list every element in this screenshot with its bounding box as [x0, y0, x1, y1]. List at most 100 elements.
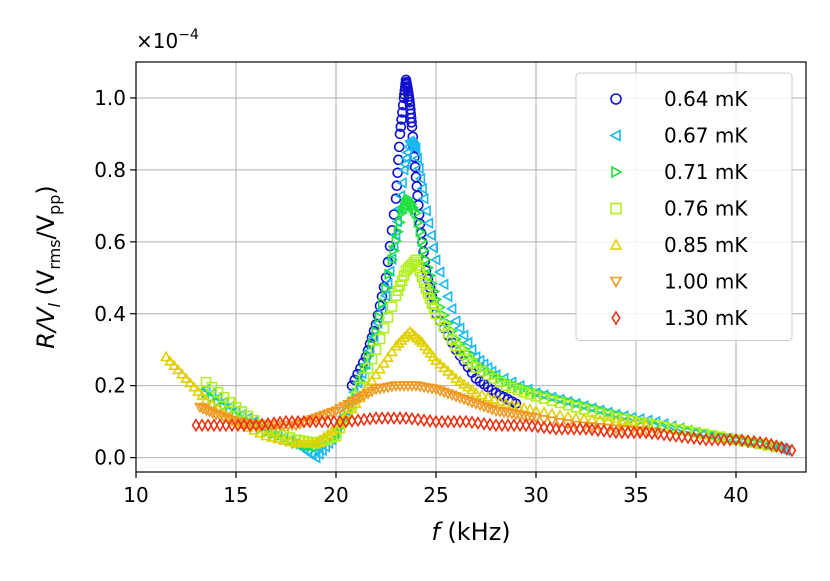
data-point-fill — [417, 235, 429, 247]
data-point-fill — [211, 392, 223, 404]
data-point-fill — [206, 408, 219, 420]
data-point-fill — [441, 290, 453, 303]
data-point-fill — [518, 386, 530, 398]
data-point-fill — [777, 440, 786, 455]
data-point — [470, 362, 482, 374]
data-point-fill — [188, 380, 200, 392]
data-point-fill — [395, 411, 405, 425]
data-point-fill — [239, 418, 249, 433]
data-point — [501, 376, 513, 388]
data-point-fill — [323, 414, 333, 429]
data-point — [397, 164, 409, 176]
data-point-fill — [413, 216, 425, 229]
data-point — [650, 419, 662, 431]
data-point-fill — [476, 365, 488, 377]
data-point-fill — [233, 418, 243, 433]
data-point-fill — [197, 418, 207, 433]
data-point-fill — [587, 422, 597, 437]
data-point-fill — [524, 389, 536, 400]
data-point — [530, 413, 542, 425]
data-point-fill — [482, 403, 494, 415]
data-point — [406, 121, 418, 133]
plot-frame — [135, 61, 807, 473]
legend-label: 0.64 mK — [664, 87, 748, 111]
data-point-fill — [254, 427, 266, 438]
data-point-fill — [203, 418, 213, 433]
data-point — [341, 414, 351, 429]
data-point-fill — [184, 376, 196, 388]
data-point-fill — [462, 380, 474, 392]
data-point — [761, 436, 771, 451]
data-point-fill — [446, 368, 458, 380]
data-point-fill — [594, 408, 606, 420]
data-point-fill — [215, 418, 225, 433]
data-point — [581, 421, 591, 436]
data-point-fill — [658, 421, 670, 432]
data-point — [330, 422, 342, 434]
data-point-fill — [476, 388, 488, 400]
data-point — [379, 289, 391, 302]
data-point — [450, 372, 462, 383]
data-point-fill — [554, 397, 566, 409]
legend-box — [575, 72, 793, 341]
data-point — [390, 339, 402, 351]
series-6 — [191, 411, 797, 458]
data-point-fill — [272, 432, 284, 444]
data-point-fill — [377, 297, 389, 309]
data-point-fill — [562, 399, 574, 411]
data-point-fill — [617, 425, 627, 440]
data-point-fill — [713, 432, 723, 447]
data-point-fill — [395, 216, 407, 229]
data-point-fill — [479, 416, 489, 431]
data-point-fill — [375, 303, 387, 316]
data-point-fill — [474, 400, 486, 412]
data-point-fill — [635, 425, 645, 440]
data-point-fill — [488, 373, 500, 384]
data-point-fill — [386, 301, 398, 312]
data-point-fill — [393, 141, 405, 153]
data-point-fill — [257, 417, 267, 432]
data-point — [449, 315, 461, 327]
data-point-fill — [381, 277, 393, 290]
data-point-fill — [314, 434, 326, 445]
data-point-fill — [414, 172, 426, 185]
data-point-fill — [209, 418, 219, 433]
data-point-fill — [647, 426, 657, 441]
data-point — [641, 425, 651, 440]
data-point-fill — [433, 266, 445, 278]
data-point — [200, 393, 212, 405]
data-point-fill — [164, 355, 176, 366]
data-point — [387, 253, 399, 266]
x-tick-label: 40 — [723, 483, 748, 507]
data-point-fill — [437, 414, 447, 429]
data-point-fill — [478, 402, 490, 413]
data-point-fill — [557, 421, 567, 436]
x-tick-label: 30 — [523, 483, 548, 507]
data-point — [311, 414, 321, 429]
data-point-fill — [659, 427, 669, 442]
data-point-fill — [425, 414, 435, 428]
data-point — [191, 418, 201, 433]
data-point-fill — [400, 152, 411, 165]
data-point-fill — [329, 414, 339, 429]
data-point — [531, 387, 543, 399]
legend-label: 0.85 mK — [664, 233, 748, 257]
data-point-fill — [346, 402, 358, 414]
data-point-fill — [299, 414, 309, 429]
data-point — [394, 128, 406, 140]
data-point-fill — [367, 338, 379, 350]
x-tick-label: 10 — [123, 483, 148, 507]
y-tick-label: 1.0 — [94, 86, 126, 110]
data-point — [260, 429, 272, 441]
series-4 — [160, 325, 652, 448]
data-point-fill — [326, 425, 338, 437]
data-point-fill — [497, 418, 507, 433]
data-point-fill — [420, 205, 431, 217]
data-point-fill — [415, 225, 427, 238]
data-point-fill — [399, 158, 410, 170]
data-point-fill — [352, 368, 363, 380]
data-point-fill — [443, 414, 453, 429]
data-point-fill — [454, 375, 466, 386]
legend-marker — [609, 129, 621, 142]
data-point-fill — [263, 416, 273, 431]
